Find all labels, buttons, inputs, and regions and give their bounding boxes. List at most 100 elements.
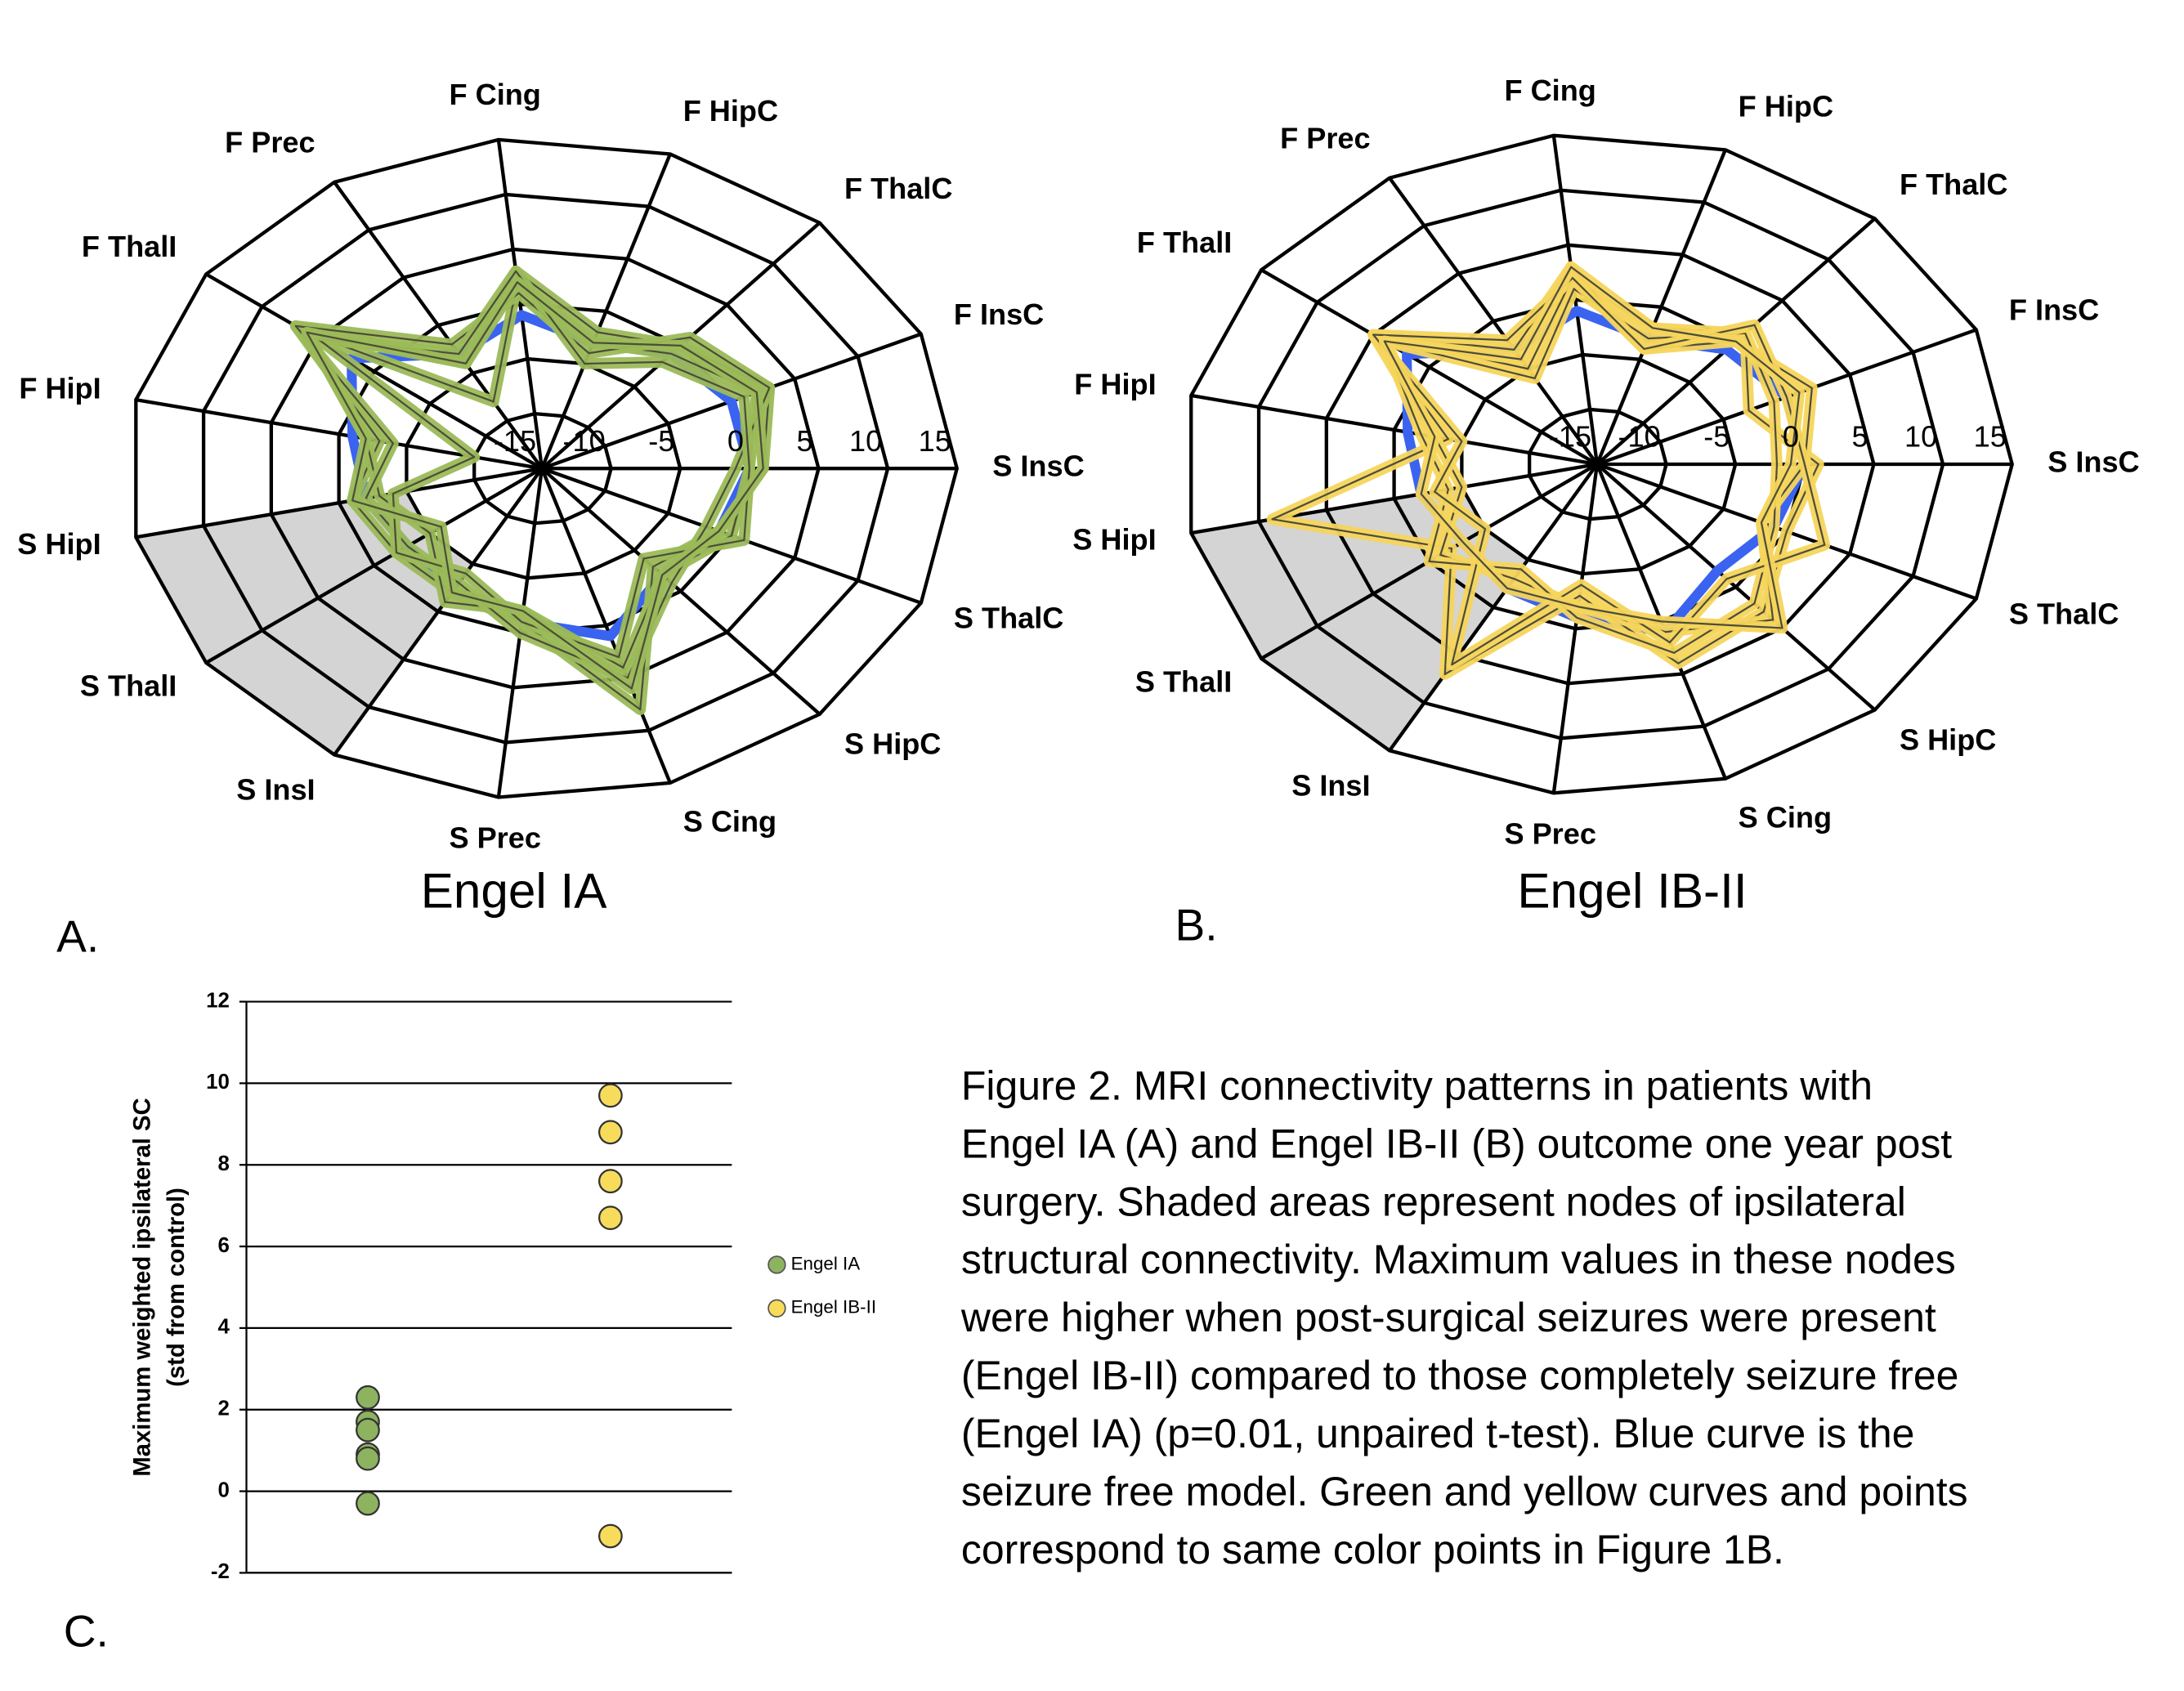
grid-ring bbox=[1460, 352, 1738, 576]
category-label: F ThalI bbox=[82, 230, 177, 263]
r-tick-label: 10 bbox=[849, 424, 882, 458]
spoke bbox=[540, 467, 821, 716]
spoke bbox=[1595, 149, 1727, 465]
point bbox=[356, 1446, 380, 1471]
caption-line: correspond to same color points in Figur… bbox=[961, 1527, 1784, 1572]
caption-line: Engel IA (A) and Engel IB-II (B) outcome… bbox=[961, 1121, 1952, 1166]
category-label: S InsC bbox=[992, 450, 1084, 483]
point bbox=[597, 1206, 623, 1231]
caption-line: Figure 2. MRI connectivity patterns in p… bbox=[961, 1062, 1873, 1108]
caption-line: were higher when post-surgical seizures … bbox=[960, 1295, 1936, 1340]
r-tick-label: -15 bbox=[494, 424, 536, 458]
category-label: F Prec bbox=[225, 126, 315, 159]
panel-label: C. bbox=[64, 1606, 109, 1657]
grid-ring bbox=[1189, 133, 2014, 795]
r-tick-label: -10 bbox=[1618, 420, 1660, 454]
r-tick-label: 0 bbox=[1783, 420, 1799, 454]
y-tick-label: -2 bbox=[211, 1560, 230, 1583]
y-tick-label: 10 bbox=[206, 1071, 230, 1094]
caption-line: structural connectivity. Maximum values … bbox=[961, 1237, 1956, 1282]
y-tick-label: 2 bbox=[217, 1398, 229, 1420]
patient-curve-outline bbox=[1383, 266, 1801, 629]
category-label: F HipI bbox=[1074, 368, 1156, 401]
spoke bbox=[333, 181, 544, 470]
legend-label: Engel IB-II bbox=[791, 1297, 876, 1317]
spoke bbox=[1551, 463, 1600, 794]
r-tick-label: 10 bbox=[1904, 420, 1937, 454]
caption-line: (Engel IB-II) compared to those complete… bbox=[961, 1353, 1959, 1398]
spoke bbox=[1260, 268, 1599, 466]
point bbox=[597, 1169, 623, 1194]
category-label: F Prec bbox=[1280, 122, 1370, 155]
category-label: S ThalC bbox=[2009, 597, 2119, 631]
spoke bbox=[333, 467, 544, 756]
caption-line: (Engel IA) (p=0.01, unpaired t-test). Bl… bbox=[961, 1411, 1914, 1456]
grid-ring bbox=[134, 137, 959, 799]
y-axis-label: Maximum weighted ipsilateral SC bbox=[130, 1098, 156, 1476]
grid-ring bbox=[269, 247, 821, 690]
spoke bbox=[205, 467, 544, 664]
r-tick-label: -15 bbox=[1549, 420, 1591, 454]
chart-title: Engel IA bbox=[421, 863, 608, 919]
y-axis-label: (std from control) bbox=[163, 1188, 190, 1387]
category-label: S HipC bbox=[844, 727, 941, 761]
y-tick-label: 6 bbox=[217, 1234, 229, 1257]
r-tick-label: 5 bbox=[1851, 420, 1868, 454]
grid-ring bbox=[1324, 243, 1876, 686]
point bbox=[597, 1120, 623, 1145]
r-tick-label: -5 bbox=[1703, 420, 1730, 454]
r-tick-label: -10 bbox=[562, 424, 605, 458]
panel-label: A. bbox=[56, 910, 99, 961]
panel-label: B. bbox=[1175, 900, 1218, 951]
point bbox=[356, 1491, 380, 1516]
grid-ring bbox=[1528, 407, 1668, 521]
point bbox=[597, 1083, 623, 1108]
category-label: F HipI bbox=[19, 372, 101, 405]
category-label: S InsI bbox=[1291, 769, 1370, 803]
legend-marker bbox=[768, 1255, 786, 1274]
spoke bbox=[205, 272, 544, 471]
category-label: S ThalI bbox=[80, 669, 177, 703]
category-label: F HipC bbox=[1739, 90, 1833, 123]
point bbox=[597, 1523, 623, 1549]
grid-ring bbox=[472, 411, 613, 526]
point bbox=[356, 1385, 380, 1410]
category-label: S Cing bbox=[683, 805, 776, 839]
r-tick-label: -5 bbox=[648, 424, 674, 458]
category-label: S InsI bbox=[236, 773, 315, 807]
spoke bbox=[539, 467, 672, 784]
category-label: S Cing bbox=[1739, 800, 1832, 834]
spoke bbox=[539, 153, 672, 470]
y-tick-label: 12 bbox=[206, 989, 230, 1012]
category-label: F InsC bbox=[954, 297, 1044, 331]
patient-curve-outline bbox=[306, 281, 764, 690]
category-label: S InsC bbox=[2047, 445, 2139, 479]
grid-ring bbox=[1256, 188, 1945, 740]
spoke bbox=[496, 139, 544, 469]
point bbox=[356, 1417, 380, 1443]
r-tick-label: 0 bbox=[727, 424, 744, 458]
category-label: S HipI bbox=[1072, 523, 1156, 557]
r-tick-label: 15 bbox=[1974, 420, 2007, 454]
grid-ring bbox=[201, 192, 890, 745]
r-tick-label: 5 bbox=[797, 424, 813, 458]
category-label: S ThalC bbox=[954, 602, 1063, 635]
category-label: F InsC bbox=[2009, 293, 2099, 327]
y-tick-label: 8 bbox=[217, 1152, 229, 1175]
spoke bbox=[1551, 135, 1600, 465]
category-label: F Cing bbox=[450, 78, 541, 111]
spoke bbox=[1190, 393, 1598, 467]
caption-line: surgery. Shaded areas represent nodes of… bbox=[961, 1179, 1906, 1224]
spoke bbox=[1595, 463, 1877, 712]
category-label: F ThalI bbox=[1137, 226, 1232, 259]
category-label: S Prec bbox=[1504, 816, 1595, 850]
category-label: S Prec bbox=[449, 821, 540, 854]
chart-title: Engel IB-II bbox=[1517, 863, 1747, 919]
category-label: S HipI bbox=[17, 527, 101, 561]
y-tick-label: 4 bbox=[217, 1316, 230, 1339]
patient-curve-outline bbox=[316, 270, 750, 659]
category-label: F ThalC bbox=[1900, 168, 2007, 201]
r-tick-label: 15 bbox=[919, 424, 951, 458]
